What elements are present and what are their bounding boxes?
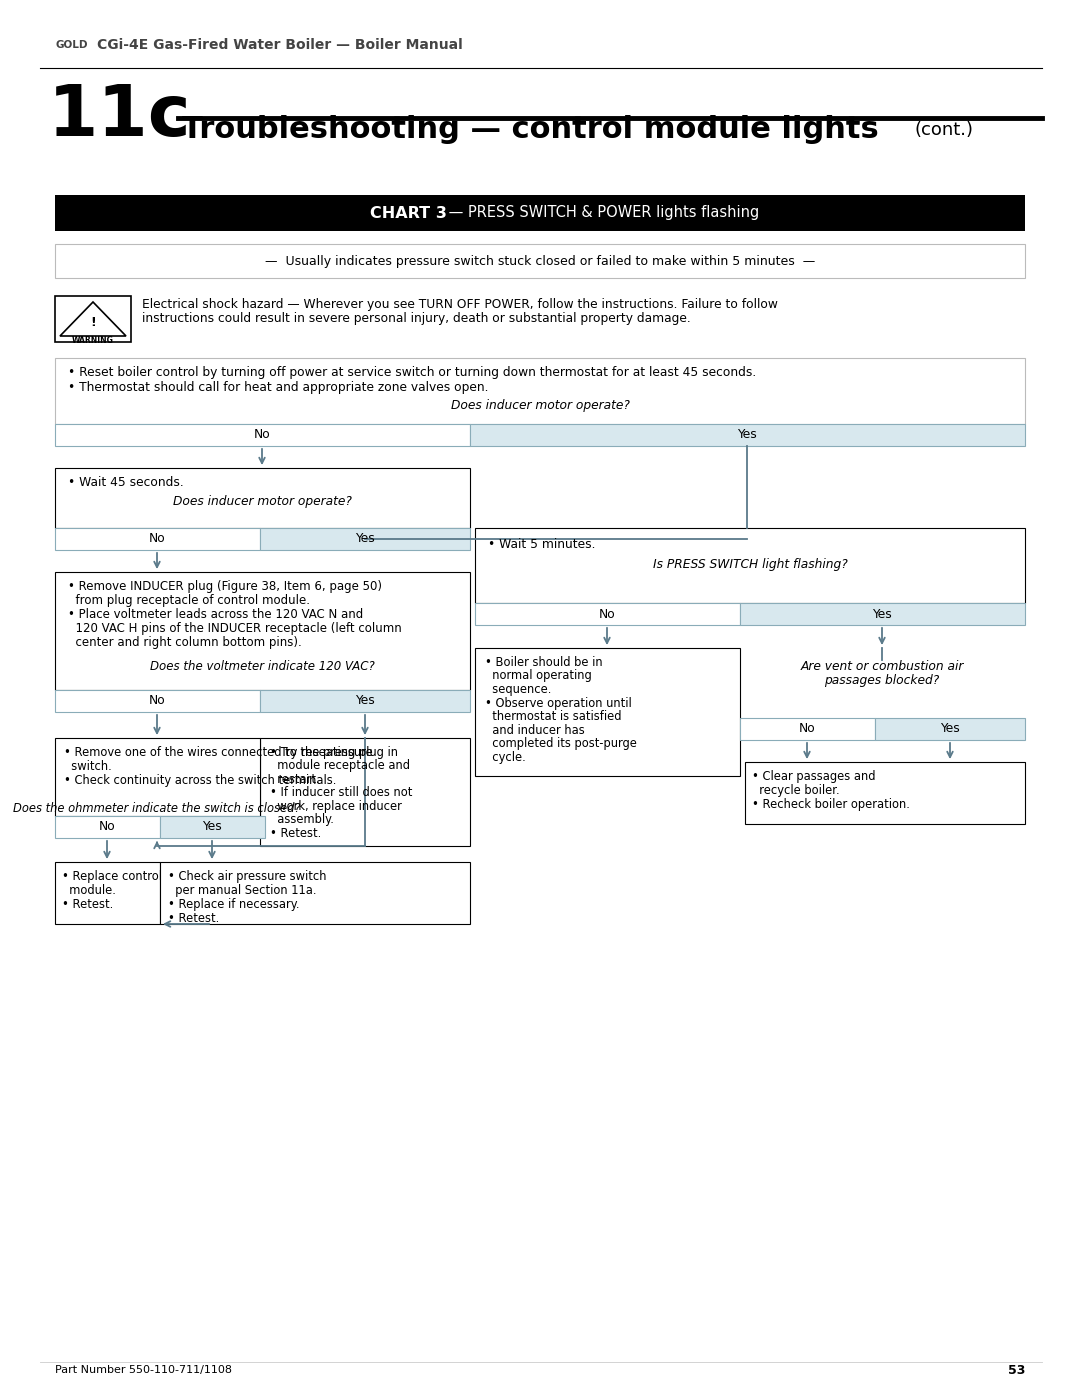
Text: CHART 3: CHART 3 — [370, 205, 447, 221]
FancyBboxPatch shape — [160, 862, 470, 923]
FancyBboxPatch shape — [740, 718, 875, 740]
Text: 11c: 11c — [48, 82, 191, 151]
Text: • Remove INDUCER plug (Figure 38, Item 6, page 50): • Remove INDUCER plug (Figure 38, Item 6… — [68, 580, 382, 592]
FancyBboxPatch shape — [55, 196, 1025, 231]
Text: • Replace if necessary.: • Replace if necessary. — [168, 898, 299, 911]
Text: Does the ohmmeter indicate the switch is closed?: Does the ohmmeter indicate the switch is… — [13, 802, 300, 814]
Text: module receptacle and: module receptacle and — [270, 760, 410, 773]
Text: passages blocked?: passages blocked? — [824, 673, 940, 687]
FancyBboxPatch shape — [55, 358, 1025, 425]
Text: • Reset boiler control by turning off power at service switch or turning down th: • Reset boiler control by turning off po… — [68, 366, 756, 379]
FancyBboxPatch shape — [260, 738, 470, 847]
Text: Is PRESS SWITCH light flashing?: Is PRESS SWITCH light flashing? — [652, 557, 848, 571]
Text: recycle boiler.: recycle boiler. — [752, 784, 839, 798]
Text: instructions could result in severe personal injury, death or substantial proper: instructions could result in severe pers… — [141, 312, 691, 326]
Text: Yes: Yes — [873, 608, 892, 620]
FancyBboxPatch shape — [745, 761, 1025, 824]
Text: Yes: Yes — [355, 694, 375, 707]
FancyBboxPatch shape — [55, 862, 160, 923]
Text: (cont.): (cont.) — [915, 122, 974, 138]
Text: • Wait 45 seconds.: • Wait 45 seconds. — [68, 476, 184, 489]
Polygon shape — [60, 302, 126, 337]
Text: • Boiler should be in: • Boiler should be in — [485, 657, 603, 669]
Text: • Remove one of the wires connected to the pressure: • Remove one of the wires connected to t… — [64, 746, 373, 759]
FancyBboxPatch shape — [55, 571, 470, 690]
FancyBboxPatch shape — [260, 528, 470, 550]
Text: work, replace inducer: work, replace inducer — [270, 800, 402, 813]
Text: Electrical shock hazard — Wherever you see TURN OFF POWER, follow the instructio: Electrical shock hazard — Wherever you s… — [141, 298, 778, 312]
Text: • Thermostat should call for heat and appropriate zone valves open.: • Thermostat should call for heat and ap… — [68, 381, 488, 394]
FancyBboxPatch shape — [475, 528, 1025, 604]
Text: Part Number 550-110-711/1108: Part Number 550-110-711/1108 — [55, 1365, 232, 1375]
FancyBboxPatch shape — [55, 468, 470, 528]
Text: Yes: Yes — [355, 532, 375, 545]
FancyBboxPatch shape — [55, 738, 260, 816]
Text: No: No — [798, 722, 815, 735]
Text: —  Usually indicates pressure switch stuck closed or failed to make within 5 min: — Usually indicates pressure switch stuc… — [265, 254, 815, 267]
Text: Yes: Yes — [940, 722, 960, 735]
Text: • Check air pressure switch: • Check air pressure switch — [168, 870, 326, 883]
FancyBboxPatch shape — [475, 648, 740, 775]
FancyBboxPatch shape — [875, 718, 1025, 740]
FancyBboxPatch shape — [740, 604, 1025, 624]
Text: restart.: restart. — [270, 773, 320, 787]
Text: assembly.: assembly. — [270, 813, 334, 827]
FancyBboxPatch shape — [475, 604, 740, 624]
Text: No: No — [149, 694, 165, 707]
Text: module.: module. — [62, 884, 116, 897]
Text: • Retest.: • Retest. — [168, 912, 219, 925]
FancyBboxPatch shape — [470, 425, 1025, 446]
Text: completed its post-purge: completed its post-purge — [485, 738, 637, 750]
Text: Yes: Yes — [202, 820, 221, 834]
Text: • Recheck boiler operation.: • Recheck boiler operation. — [752, 798, 909, 812]
Text: sequence.: sequence. — [485, 683, 552, 696]
FancyBboxPatch shape — [55, 296, 131, 342]
FancyBboxPatch shape — [55, 244, 1025, 278]
Text: • Try reseating plug in: • Try reseating plug in — [270, 746, 399, 759]
Text: normal operating: normal operating — [485, 669, 592, 683]
Text: No: No — [149, 532, 165, 545]
Text: 120 VAC H pins of the INDUCER receptacle (left column: 120 VAC H pins of the INDUCER receptacle… — [68, 622, 402, 636]
Text: No: No — [254, 429, 270, 441]
Text: • If inducer still does not: • If inducer still does not — [270, 787, 413, 799]
Text: Does inducer motor operate?: Does inducer motor operate? — [173, 495, 351, 509]
Text: Troubleshooting — control module lights: Troubleshooting — control module lights — [183, 116, 879, 144]
Text: GOLD: GOLD — [55, 41, 87, 50]
FancyBboxPatch shape — [260, 690, 470, 712]
Text: 53: 53 — [1008, 1363, 1025, 1376]
FancyBboxPatch shape — [55, 528, 260, 550]
FancyBboxPatch shape — [55, 816, 160, 838]
Text: Does inducer motor operate?: Does inducer motor operate? — [450, 400, 630, 412]
Text: per manual Section 11a.: per manual Section 11a. — [168, 884, 316, 897]
Text: Yes: Yes — [738, 429, 757, 441]
Text: WARNING: WARNING — [72, 337, 113, 345]
Text: • Retest.: • Retest. — [62, 898, 113, 911]
Text: !: ! — [90, 317, 96, 330]
Text: • Replace control: • Replace control — [62, 870, 162, 883]
Text: • Check continuity across the switch terminals.: • Check continuity across the switch ter… — [64, 774, 336, 787]
Text: thermostat is satisfied: thermostat is satisfied — [485, 710, 621, 724]
Text: center and right column bottom pins).: center and right column bottom pins). — [68, 636, 301, 650]
FancyBboxPatch shape — [160, 816, 265, 838]
Text: from plug receptacle of control module.: from plug receptacle of control module. — [68, 594, 310, 608]
Text: cycle.: cycle. — [485, 750, 526, 764]
Text: Are vent or combustion air: Are vent or combustion air — [800, 659, 963, 673]
Text: — PRESS SWITCH & POWER lights flashing: — PRESS SWITCH & POWER lights flashing — [444, 205, 759, 221]
Text: • Retest.: • Retest. — [270, 827, 321, 840]
Text: • Clear passages and: • Clear passages and — [752, 770, 876, 782]
Text: • Observe operation until: • Observe operation until — [485, 697, 632, 710]
Text: CGi-4E Gas-Fired Water Boiler — Boiler Manual: CGi-4E Gas-Fired Water Boiler — Boiler M… — [97, 38, 462, 52]
Text: Does the voltmeter indicate 120 VAC?: Does the voltmeter indicate 120 VAC? — [150, 659, 375, 673]
FancyBboxPatch shape — [55, 425, 470, 446]
Text: No: No — [598, 608, 616, 620]
Text: No: No — [98, 820, 116, 834]
Text: • Place voltmeter leads across the 120 VAC N and: • Place voltmeter leads across the 120 V… — [68, 608, 363, 622]
Text: and inducer has: and inducer has — [485, 724, 584, 736]
Text: switch.: switch. — [64, 760, 111, 773]
Text: • Wait 5 minutes.: • Wait 5 minutes. — [488, 538, 595, 550]
FancyBboxPatch shape — [55, 690, 260, 712]
